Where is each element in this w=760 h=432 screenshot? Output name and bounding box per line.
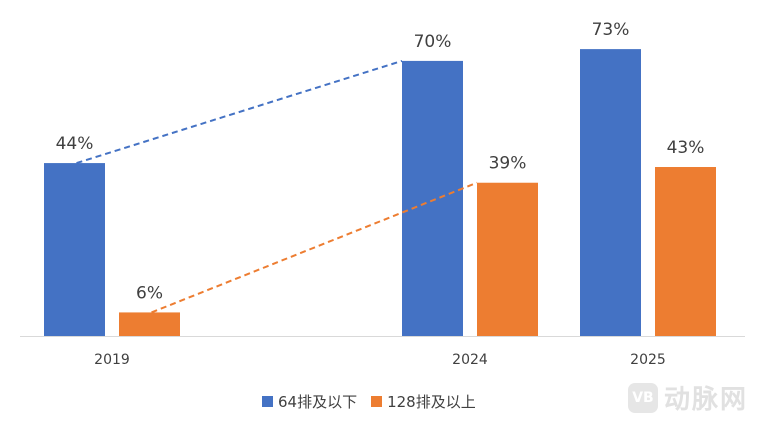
watermark-text: 动脉网 [663,385,748,415]
watermark: VB 动脉网 [627,379,748,416]
data-label-series-1-2024: 70% [414,32,452,52]
x-tick-label-2025: 2025 [630,352,666,368]
bar-series-1-2019 [44,163,105,336]
legend-swatch-series-1 [262,396,273,407]
x-tick-label-2019: 2019 [94,352,130,368]
bar-series-2-2025 [655,167,716,336]
legend-swatch-series-2 [371,396,383,407]
legend-label-series-1: 64排及以下 [278,393,358,411]
data-label-series-1-2019: 44% [56,134,94,154]
trend-line-series-2 [151,181,478,314]
legend-item-series-1: 64排及以下 [262,391,357,412]
bar-series-1-2025 [580,49,641,337]
legend-item-series-2: 128排及以上 [371,391,476,412]
bar-series-1-2024 [402,60,463,337]
legend: 64排及以下 128排及以上 [262,391,490,412]
legend-label-series-2: 128排及以上 [387,393,476,411]
trend-line-series-1 [76,59,403,165]
data-label-series-1-2025: 73% [592,20,630,40]
bar-chart: 44% 70% 73% 6% 39% 43% 2019 2024 2025 [20,20,745,368]
bar-series-2-2024 [477,182,538,336]
x-tick-label-2024: 2024 [452,352,488,368]
data-label-series-2-2019: 6% [136,283,163,303]
data-label-series-2-2025: 43% [667,138,705,158]
watermark-logo-icon: VB [627,382,658,413]
data-label-series-2-2024: 39% [489,154,527,174]
bar-series-2-2019 [119,312,180,336]
